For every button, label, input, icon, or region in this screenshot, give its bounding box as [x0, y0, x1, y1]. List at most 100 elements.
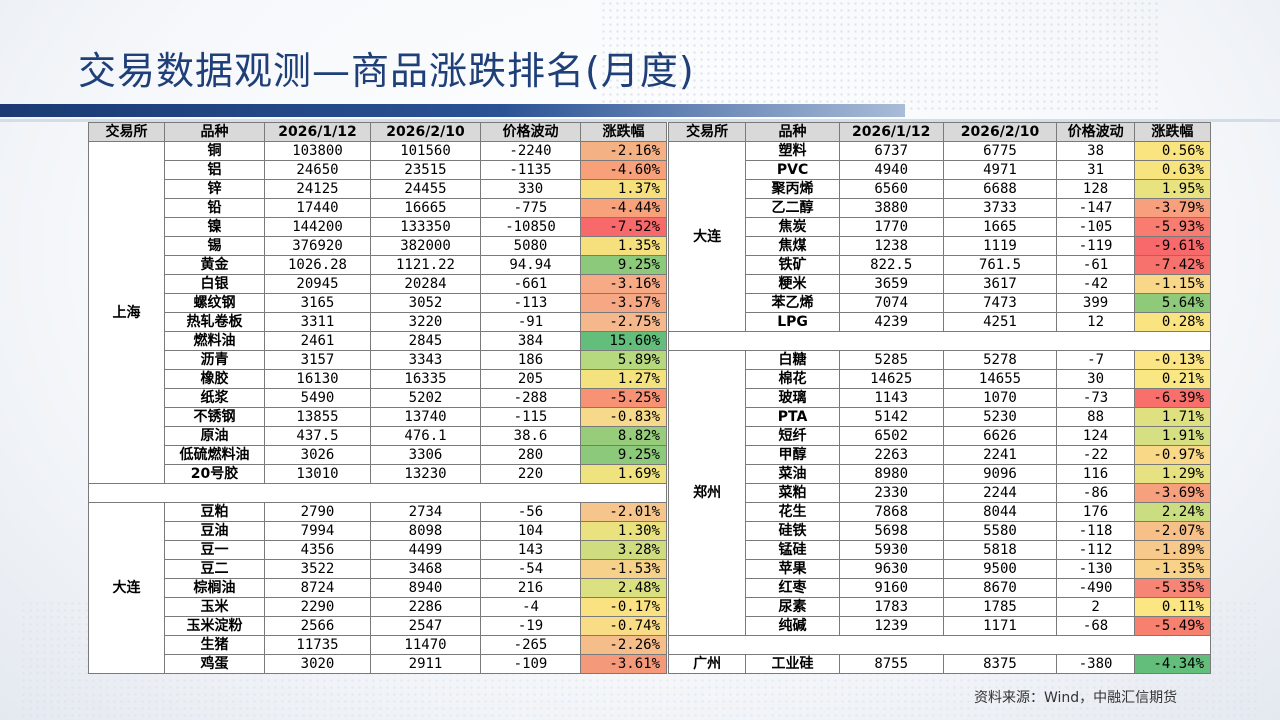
price-start-cell: 2263: [838, 445, 944, 465]
price-change-cell: -1135: [480, 160, 581, 180]
price-end-cell: 6775: [942, 141, 1058, 161]
variety-cell: 苹果: [745, 559, 840, 579]
price-start-cell: 2790: [264, 502, 371, 522]
table-row: 螺纹钢 3165 3052 -113 -3.57%: [89, 293, 667, 313]
table-row: 豆二 3522 3468 -54 -1.53%: [89, 559, 667, 579]
price-end-cell: 1070: [942, 388, 1058, 408]
variety-cell: 焦煤: [745, 236, 840, 256]
price-end-cell: 6626: [942, 426, 1058, 446]
change-pct-cell: -1.35%: [1133, 559, 1212, 579]
price-start-cell: 4940: [838, 160, 944, 180]
price-change-cell: 31: [1056, 160, 1135, 180]
variety-cell: 20号胶: [164, 464, 265, 484]
change-pct-cell: -3.69%: [1133, 483, 1212, 503]
price-end-cell: 8098: [370, 521, 481, 541]
variety-cell: 橡胶: [164, 369, 265, 389]
variety-cell: 尿素: [745, 597, 840, 617]
change-pct-cell: -5.35%: [1133, 578, 1212, 598]
price-change-cell: -42: [1056, 274, 1135, 294]
price-start-cell: 3026: [264, 445, 371, 465]
price-end-cell: 16335: [370, 369, 481, 389]
price-end-cell: 8940: [370, 578, 481, 598]
price-start-cell: 6737: [838, 141, 944, 161]
price-end-cell: 1785: [942, 597, 1058, 617]
price-change-cell: 116: [1056, 464, 1135, 484]
table-row: 豆油 7994 8098 104 1.30%: [89, 521, 667, 541]
price-end-cell: 2286: [370, 597, 481, 617]
table-row: 豆一 4356 4499 143 3.28%: [89, 540, 667, 560]
variety-cell: 菜粕: [745, 483, 840, 503]
price-end-cell: 5580: [942, 521, 1058, 541]
price-change-cell: -109: [480, 654, 581, 674]
variety-cell: 黄金: [164, 255, 265, 275]
price-start-cell: 5142: [838, 407, 944, 427]
exchange-cell: 广州: [667, 654, 747, 674]
variety-cell: 白糖: [745, 350, 840, 370]
variety-cell: 花生: [745, 502, 840, 522]
variety-cell: 棕榈油: [164, 578, 265, 598]
price-start-cell: 1026.28: [264, 255, 371, 275]
price-end-cell: 5278: [942, 350, 1058, 370]
change-pct-cell: -2.16%: [580, 141, 667, 161]
price-start-cell: 1239: [838, 616, 944, 636]
separator-cell: [88, 483, 667, 503]
price-change-cell: -147: [1056, 198, 1135, 218]
exchange-cell: 上海: [88, 141, 165, 484]
change-pct-cell: 0.11%: [1133, 597, 1212, 617]
price-end-cell: 1121.22: [370, 255, 481, 275]
price-change-cell: -118: [1056, 521, 1135, 541]
change-pct-cell: 2.48%: [580, 578, 667, 598]
price-end-cell: 4971: [942, 160, 1058, 180]
table-row: 镍 144200 133350 -10850 -7.52%: [89, 217, 667, 237]
price-change-cell: -105: [1056, 217, 1135, 237]
variety-cell: 粳米: [745, 274, 840, 294]
price-change-cell: -4: [480, 597, 581, 617]
table-row: 锌 24125 24455 330 1.37%: [89, 179, 667, 199]
change-pct-cell: -3.61%: [580, 654, 667, 674]
price-change-cell: -115: [480, 407, 581, 427]
price-start-cell: 13855: [264, 407, 371, 427]
change-pct-cell: -4.34%: [1133, 654, 1212, 674]
price-end-cell: 2244: [942, 483, 1058, 503]
header-date-1: 2026/1/12: [838, 122, 944, 142]
change-pct-cell: 1.29%: [1133, 464, 1212, 484]
price-start-cell: 5285: [838, 350, 944, 370]
table-row: 聚丙烯 6560 6688 128 1.95%: [669, 179, 1212, 199]
price-end-cell: 476.1: [370, 426, 481, 446]
header-change-pct: 涨跌幅: [580, 122, 667, 142]
variety-cell: 镍: [164, 217, 265, 237]
table-row: 棕榈油 8724 8940 216 2.48%: [89, 578, 667, 598]
price-start-cell: 3157: [264, 350, 371, 370]
table-row: 焦煤 1238 1119 -119 -9.61%: [669, 236, 1212, 256]
change-pct-cell: -2.01%: [580, 502, 667, 522]
table-row: 短纤 6502 6626 124 1.91%: [669, 426, 1212, 446]
table-row: 生猪 11735 11470 -265 -2.26%: [89, 635, 667, 655]
price-change-cell: 128: [1056, 179, 1135, 199]
change-pct-cell: 0.56%: [1133, 141, 1212, 161]
table-row: 锰硅 5930 5818 -112 -1.89%: [669, 540, 1212, 560]
change-pct-cell: -5.25%: [580, 388, 667, 408]
variety-cell: 豆二: [164, 559, 265, 579]
price-start-cell: 376920: [264, 236, 371, 256]
price-start-cell: 4356: [264, 540, 371, 560]
source-note: 资料来源：Wind，中融汇信期货: [974, 690, 1178, 706]
table-row: 菜粕 2330 2244 -86 -3.69%: [669, 483, 1212, 503]
price-start-cell: 3311: [264, 312, 371, 332]
table-row: 硅铁 5698 5580 -118 -2.07%: [669, 521, 1212, 541]
price-end-cell: 3343: [370, 350, 481, 370]
table-row: 纯碱 1239 1171 -68 -5.49%: [669, 616, 1212, 636]
header-exchange: 交易所: [667, 122, 747, 142]
price-change-cell: 104: [480, 521, 581, 541]
price-change-cell: -288: [480, 388, 581, 408]
change-pct-cell: 0.63%: [1133, 160, 1212, 180]
price-end-cell: 9096: [942, 464, 1058, 484]
table-row: 玉米淀粉 2566 2547 -19 -0.74%: [89, 616, 667, 636]
price-start-cell: 8980: [838, 464, 944, 484]
table-row: 铁矿 822.5 761.5 -61 -7.42%: [669, 255, 1212, 275]
price-change-cell: -56: [480, 502, 581, 522]
price-change-cell: -380: [1056, 654, 1135, 674]
table-row: 广州 工业硅 8755 8375 -380 -4.34%: [667, 654, 1212, 674]
price-change-cell: -130: [1056, 559, 1135, 579]
table-row: 铅 17440 16665 -775 -4.44%: [89, 198, 667, 218]
variety-cell: 棉花: [745, 369, 840, 389]
